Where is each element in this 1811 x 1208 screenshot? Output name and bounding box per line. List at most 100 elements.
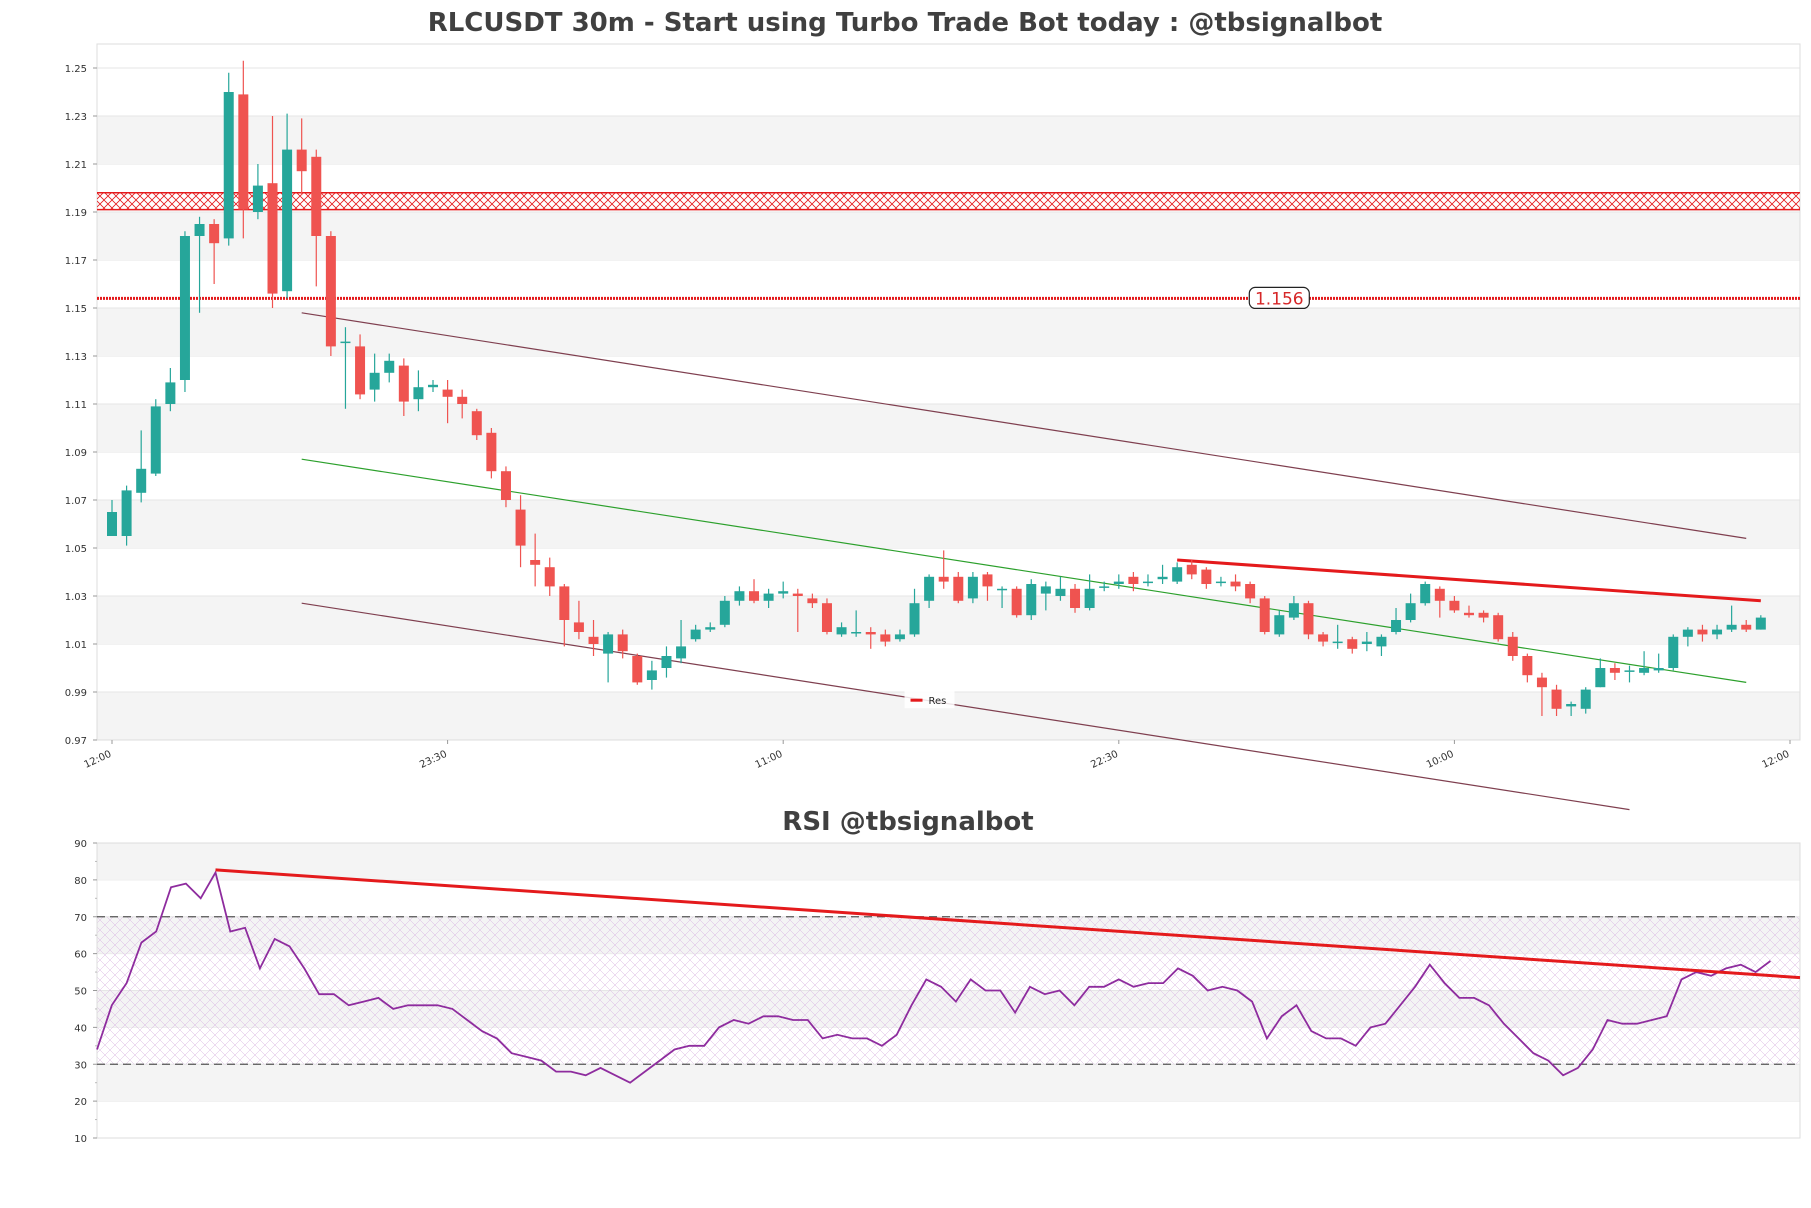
candle: [1551, 684, 1562, 716]
main-y-tick-label: 1.21: [65, 160, 87, 171]
candle-body: [617, 634, 628, 652]
candle-body: [953, 576, 964, 601]
candle: [836, 622, 847, 637]
rsi-y-tick-label: 30: [74, 1060, 87, 1071]
main-y-tick-label: 1.13: [65, 352, 87, 363]
candle-body: [457, 396, 468, 404]
candle: [1011, 586, 1022, 618]
candle: [997, 586, 1008, 608]
candle-body: [1639, 668, 1650, 673]
candle: [1522, 653, 1533, 683]
candle-body: [632, 656, 643, 683]
candle: [544, 557, 555, 596]
candle-body: [267, 183, 278, 294]
candle: [1201, 567, 1212, 589]
candle-body: [223, 92, 234, 239]
rsi-overbought-oversold: [97, 916, 1800, 1065]
candle-body: [311, 156, 322, 236]
candle: [865, 627, 876, 649]
candle-body: [1288, 603, 1299, 618]
candle-body: [924, 576, 935, 601]
candle: [165, 368, 176, 412]
candle: [1697, 624, 1708, 642]
candle-body: [486, 432, 497, 472]
candle-body: [355, 346, 366, 395]
candle-body: [880, 634, 891, 642]
candle: [500, 466, 511, 508]
candle: [209, 219, 220, 284]
candle: [603, 632, 614, 683]
candle: [1595, 658, 1606, 688]
candle-body: [384, 360, 395, 373]
candle-body: [340, 341, 351, 344]
candle-body: [471, 411, 482, 436]
candle: [734, 586, 745, 606]
rsi-y-tick-label: 20: [74, 1097, 87, 1108]
candle: [515, 495, 526, 568]
candle: [1624, 665, 1635, 683]
candle-body: [194, 224, 205, 236]
candle: [223, 72, 234, 246]
trend-line-channel-lower: [301, 602, 1630, 811]
candle: [573, 600, 584, 640]
candle-body: [1493, 615, 1504, 640]
candle: [1040, 581, 1051, 611]
candle-body: [238, 94, 249, 210]
candle: [1755, 615, 1766, 630]
candle: [1186, 560, 1197, 580]
candle-body: [661, 656, 672, 668]
candle: [1405, 593, 1416, 623]
candle-body: [282, 149, 293, 292]
rsi-y-tick-label: 40: [74, 1023, 87, 1034]
rsi-chart-title: RSI @tbsignalbot: [782, 807, 1033, 837]
main-chart-frame: [96, 43, 1801, 741]
candle-body: [1726, 624, 1737, 630]
main-x-axis: 12:00 23:30 11:00 22:30 10:00 12:00: [82, 740, 1791, 771]
candle: [588, 620, 599, 656]
candle-body: [1347, 639, 1358, 649]
candle: [617, 629, 628, 659]
candle-body: [1157, 576, 1168, 580]
candle: [1463, 605, 1474, 618]
rsi-line: [96, 870, 1771, 1084]
candle-body: [1274, 615, 1285, 635]
candle-body: [1609, 668, 1620, 673]
main-chart-title: RLCUSDT 30m - Start using Turbo Trade Bo…: [428, 8, 1383, 38]
candle-body: [1201, 569, 1212, 584]
main-x-tick-label: 12:00: [1760, 749, 1791, 771]
candle-body: [1449, 600, 1460, 611]
candle: [1653, 653, 1664, 673]
candle-body: [1697, 629, 1708, 635]
candle-body: [442, 389, 453, 397]
resistance-zone: [97, 192, 1800, 211]
candle-body: [1113, 581, 1124, 584]
candle: [1741, 620, 1752, 632]
candle: [1668, 634, 1679, 671]
candle: [1230, 574, 1241, 592]
candle: [719, 596, 730, 628]
candle: [136, 430, 147, 503]
candle: [1566, 701, 1577, 716]
candle-body: [588, 636, 599, 644]
candle: [1376, 634, 1387, 656]
candle: [457, 389, 468, 419]
candle-body: [1580, 689, 1591, 709]
candle: [894, 629, 905, 642]
candle: [296, 118, 307, 196]
candle: [1055, 576, 1066, 601]
candle: [340, 327, 351, 409]
candle-body: [1536, 677, 1547, 688]
main-y-tick-label: 1.05: [65, 544, 87, 555]
main-x-tick-label: 12:00: [82, 749, 113, 771]
candle: [953, 572, 964, 604]
candle: [442, 380, 453, 424]
main-y-tick-label: 1.11: [65, 400, 87, 411]
trend-line-channel-upper: [301, 312, 1747, 539]
candle-body: [1361, 641, 1372, 644]
rsi-trend-line: [215, 868, 1801, 980]
rsi-y-tick-label: 80: [74, 876, 87, 887]
candle: [1536, 672, 1547, 716]
candle-body: [1668, 636, 1679, 668]
rsi-series: [96, 870, 1771, 1084]
